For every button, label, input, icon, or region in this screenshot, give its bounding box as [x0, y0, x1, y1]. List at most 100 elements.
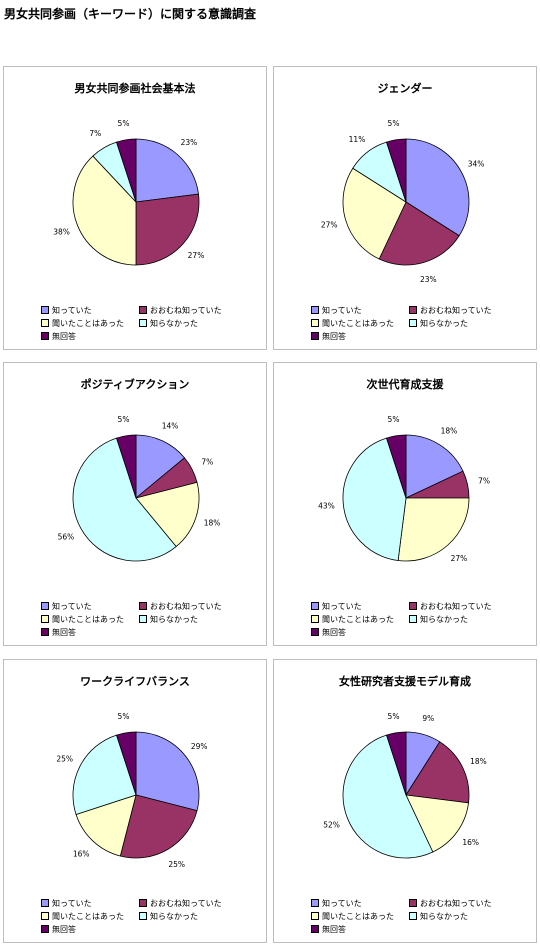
- slice-data-label: 9%: [422, 714, 434, 723]
- legend-label: おおむね知っていた: [420, 305, 492, 315]
- legend-item: 聞いたことはあった: [41, 613, 124, 625]
- legend-item: 知っていた: [41, 304, 92, 316]
- legend-swatch: [409, 602, 417, 610]
- pie-slice: [405, 794, 469, 853]
- slice-data-label: 18%: [204, 519, 221, 528]
- legend-item: 知らなかった: [409, 317, 468, 329]
- slice-data-label: 7%: [478, 477, 490, 486]
- slice-data-label: 34%: [468, 160, 485, 169]
- legend-label: 知らなかった: [420, 318, 468, 328]
- slice-data-label: 27%: [451, 554, 468, 563]
- legend-label: 無回答: [322, 924, 346, 934]
- legend-item: 無回答: [41, 626, 76, 638]
- slice-data-label: 5%: [118, 712, 130, 721]
- legend-item: 知らなかった: [409, 910, 468, 922]
- legend-item: 知らなかった: [139, 613, 198, 625]
- legend-swatch: [311, 602, 319, 610]
- chart-panel: 次世代育成支援 18% 7% 27% 43% 5% 知っていた おおむね知っていた 聞いたこ…: [273, 362, 537, 646]
- legend-label: 知らなかった: [420, 911, 468, 921]
- legend-swatch: [139, 912, 147, 920]
- legend-swatch: [311, 628, 319, 636]
- pie-slice: [135, 138, 199, 203]
- pie-slice: [342, 734, 434, 859]
- legend-label: 無回答: [322, 627, 346, 637]
- pie-chart: 18% 7% 27% 43% 5%: [318, 415, 490, 563]
- legend-swatch: [311, 912, 319, 920]
- legend-label: 知っていた: [322, 601, 362, 611]
- chart-legend: 知っていた おおむね知っていた 聞いたことはあった 知らなかった 無回答: [311, 304, 507, 344]
- chart-legend: 知っていた おおむね知っていた 聞いたことはあった 知らなかった 無回答: [41, 897, 237, 937]
- legend-swatch: [409, 319, 417, 327]
- legend-item: 無回答: [311, 626, 346, 638]
- legend-label: 無回答: [322, 331, 346, 341]
- pie-slice: [135, 481, 200, 548]
- legend-item: 知らなかった: [139, 317, 198, 329]
- legend-item: 聞いたことはあった: [41, 910, 124, 922]
- pie-chart: 9% 18% 16% 52% 5%: [323, 712, 487, 859]
- pie-slice: [397, 497, 470, 562]
- legend-swatch: [311, 615, 319, 623]
- legend-item: 知っていた: [311, 897, 362, 909]
- pie-slice: [386, 731, 407, 796]
- slice-data-label: 5%: [388, 415, 400, 424]
- slice-data-label: 5%: [388, 712, 400, 721]
- legend-label: 知っていた: [52, 601, 92, 611]
- legend-swatch: [41, 306, 49, 314]
- slice-data-label: 25%: [56, 755, 73, 764]
- legend-item: 無回答: [311, 330, 346, 342]
- legend-item: 知っていた: [311, 600, 362, 612]
- pie-slice: [378, 201, 460, 266]
- legend-swatch: [41, 912, 49, 920]
- legend-item: おおむね知っていた: [139, 897, 222, 909]
- chart-panel: ワークライフバランス 29% 25% 16% 25% 5% 知っていた おおむね知っていた…: [3, 659, 267, 943]
- slice-data-label: 5%: [388, 119, 400, 128]
- pie-slice: [119, 794, 198, 859]
- pie-chart: 34% 23% 27% 11% 5%: [321, 119, 485, 284]
- legend-label: 知らなかった: [150, 318, 198, 328]
- legend-label: おおむね知っていた: [150, 305, 222, 315]
- pie-slice: [405, 741, 470, 804]
- legend-swatch: [409, 912, 417, 920]
- slice-data-label: 18%: [470, 757, 487, 766]
- legend-label: おおむね知っていた: [150, 898, 222, 908]
- chart-panel: 男女共同参画社会基本法 23% 27% 38% 7% 5% 知っていた おおむね知っていた…: [3, 66, 267, 350]
- chart-panel: ジェンダー 34% 23% 27% 11% 5% 知っていた おおむね知っていた 聞いたこと…: [273, 66, 537, 350]
- pie-slice: [342, 167, 407, 260]
- legend-label: おおむね知っていた: [150, 601, 222, 611]
- legend-swatch: [311, 899, 319, 907]
- legend-swatch: [41, 899, 49, 907]
- legend-item: 無回答: [41, 923, 76, 935]
- legend-label: 聞いたことはあった: [322, 911, 394, 921]
- legend-swatch: [41, 628, 49, 636]
- slice-data-label: 52%: [323, 820, 340, 829]
- pie-slice: [386, 434, 407, 499]
- legend-swatch: [311, 319, 319, 327]
- legend-item: 聞いたことはあった: [311, 317, 394, 329]
- legend-item: 知らなかった: [409, 613, 468, 625]
- pie-chart: 29% 25% 16% 25% 5%: [56, 712, 208, 869]
- pie-chart: 14% 7% 18% 56% 5%: [58, 415, 221, 562]
- legend-swatch: [409, 899, 417, 907]
- legend-swatch: [41, 602, 49, 610]
- slice-data-label: 29%: [191, 742, 208, 751]
- pie-slice: [405, 434, 464, 499]
- pie-slice: [135, 434, 186, 499]
- legend-label: 知らなかった: [420, 614, 468, 624]
- slice-data-label: 16%: [462, 838, 479, 847]
- pie-slice: [116, 434, 137, 499]
- chart-panel: 女性研究者支援モデル育成 9% 18% 16% 52% 5% 知っていた おおむね知ってい…: [273, 659, 537, 943]
- chart-title: ジェンダー: [377, 82, 433, 95]
- legend-label: 聞いたことはあった: [52, 911, 124, 921]
- legend-label: 聞いたことはあった: [52, 614, 124, 624]
- legend-label: 無回答: [52, 331, 76, 341]
- legend-swatch: [139, 319, 147, 327]
- legend-label: 知っていた: [322, 898, 362, 908]
- legend-label: 無回答: [52, 924, 76, 934]
- pie-slice: [116, 731, 137, 796]
- slice-data-label: 14%: [162, 422, 179, 431]
- legend-label: 聞いたことはあった: [322, 318, 394, 328]
- pie-slice: [342, 437, 407, 561]
- slice-data-label: 16%: [73, 849, 90, 858]
- slice-data-label: 56%: [58, 533, 75, 542]
- legend-swatch: [41, 615, 49, 623]
